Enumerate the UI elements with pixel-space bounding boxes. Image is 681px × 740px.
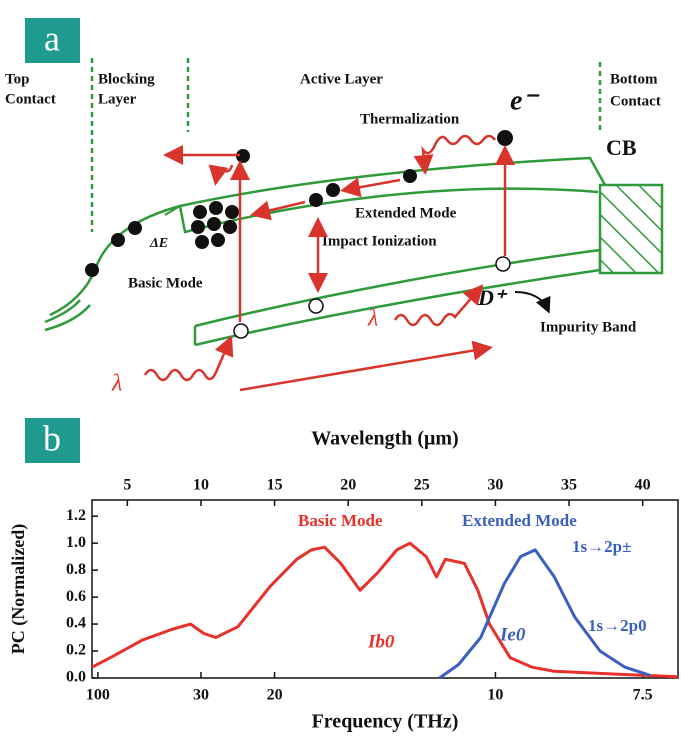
panel-label: a bbox=[44, 18, 60, 58]
x2-tick-label: 20 bbox=[267, 687, 283, 704]
panel-badge bbox=[25, 18, 80, 63]
electrons bbox=[85, 130, 513, 277]
label: CB bbox=[606, 135, 637, 160]
series-line bbox=[91, 541, 679, 679]
y-tick-label: 0.2 bbox=[66, 642, 86, 659]
label: ΔE bbox=[149, 236, 168, 251]
x2-tick-label: 30 bbox=[193, 687, 209, 704]
plot-frame bbox=[91, 499, 679, 679]
label: Active Layer bbox=[300, 71, 383, 87]
y-tick-label: 0.0 bbox=[66, 669, 86, 686]
panel-badge bbox=[25, 418, 80, 463]
x-axis-title: Frequency (THz) bbox=[312, 711, 459, 733]
label: Basic Mode bbox=[128, 275, 203, 291]
label: Layer bbox=[98, 91, 137, 107]
annotation: 1s→2p± bbox=[572, 537, 631, 556]
label: Extended Mode bbox=[355, 205, 457, 221]
x2-tick-label: 7.5 bbox=[633, 687, 653, 704]
panel-label: b bbox=[43, 418, 61, 458]
label: Blocking bbox=[98, 71, 155, 87]
x-tick-label: 25 bbox=[414, 477, 430, 494]
series-line bbox=[438, 548, 651, 680]
y-tick-label: 0.8 bbox=[66, 561, 86, 578]
x-axis-title: Wavelength (μm) bbox=[311, 428, 458, 450]
x-tick-label: 10 bbox=[193, 477, 209, 494]
label: Thermalization bbox=[360, 111, 460, 127]
holes bbox=[233, 256, 511, 339]
x-tick-label: 40 bbox=[635, 477, 651, 494]
legend-label: Basic Mode bbox=[298, 511, 383, 530]
y-tick-label: 0.6 bbox=[66, 588, 86, 605]
label: Top bbox=[5, 71, 29, 87]
annotation: Ie0 bbox=[499, 624, 526, 645]
label: Impurity Band bbox=[540, 319, 637, 335]
band-edge bbox=[179, 156, 607, 208]
label: Bottom bbox=[610, 71, 658, 87]
panel-b: b Wavelength (μm) Frequency (THz) PC (No… bbox=[8, 418, 679, 733]
annotation: 1s→2p0 bbox=[588, 616, 647, 635]
label: λ bbox=[367, 306, 378, 332]
x-tick-label: 5 bbox=[123, 477, 131, 494]
y-tick-label: 0.4 bbox=[66, 615, 86, 632]
x-tick-label: 15 bbox=[267, 477, 283, 494]
y-tick-label: 1.0 bbox=[66, 534, 86, 551]
x2-tick-label: 10 bbox=[487, 687, 503, 704]
label: e⁻ bbox=[510, 85, 540, 116]
x-tick-label: 20 bbox=[340, 477, 356, 494]
label: Contact bbox=[610, 93, 661, 109]
label: λ bbox=[111, 371, 122, 397]
x-tick-label: 30 bbox=[487, 477, 503, 494]
contact bbox=[598, 183, 664, 275]
panel-a: a Top Contact Blocking Layer Active Laye… bbox=[5, 18, 664, 397]
annotation: Ib0 bbox=[367, 631, 395, 652]
label: Contact bbox=[5, 91, 56, 107]
legend-label: Extended Mode bbox=[462, 511, 577, 530]
y-tick-label: 1.2 bbox=[66, 507, 86, 524]
y-axis-title: PC (Normalized) bbox=[8, 524, 29, 654]
label: Impact Ionization bbox=[322, 233, 437, 249]
arrows bbox=[143, 134, 551, 392]
x-tick-label: 35 bbox=[561, 477, 577, 494]
x2-tick-label: 100 bbox=[86, 687, 110, 704]
